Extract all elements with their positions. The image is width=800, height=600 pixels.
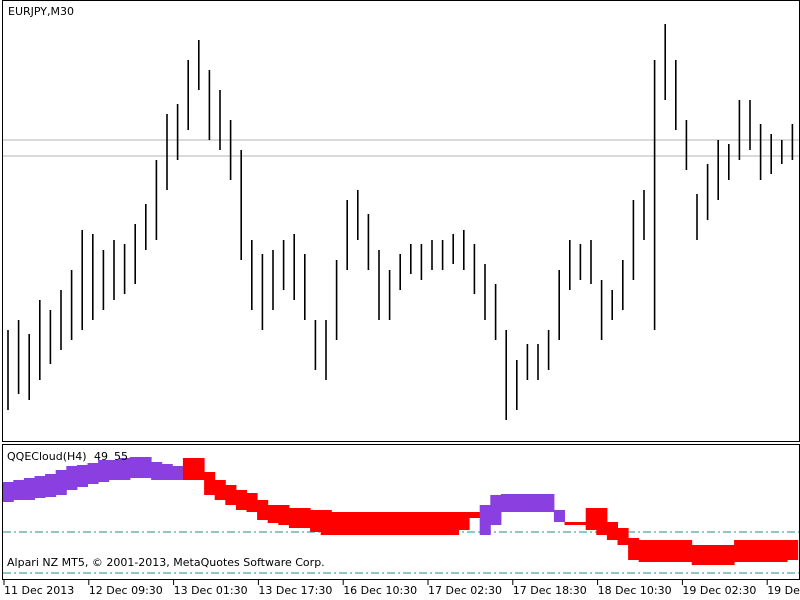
cloud-segment [352,512,364,535]
cloud-segment [755,540,767,562]
x-tick-label: 16 Dec 10:30 [343,584,417,597]
cloud-segment [373,512,385,535]
indicator-panel [3,457,799,574]
cloud-segment [267,505,279,523]
cloud-segment [437,512,449,535]
cloud-segment [776,540,788,562]
cloud-segment [235,490,247,510]
indicator-value: 49 [94,450,108,463]
indicator-title: QQECloud(H4) [7,450,87,463]
cloud-segment [744,540,756,562]
cloud-segment [193,458,205,480]
cloud-segment [257,500,269,520]
cloud-segment [405,512,417,535]
cloud-segment [681,540,693,562]
cloud-segment [585,508,597,530]
footer: Alpari NZ MT5, © 2001-2013, MetaQuotes S… [7,556,325,569]
cloud-segment [341,512,353,535]
cloud-segment [161,464,173,480]
cloud-segment [691,545,703,565]
cloud-segment [108,460,120,480]
cloud-segment [55,470,67,495]
cloud-segment [479,505,491,535]
cloud-segment [522,494,534,512]
cloud-segment [140,457,152,478]
cloud-segment [98,460,110,482]
cloud-segment [606,522,618,540]
cloud-segment [204,472,216,495]
cloud-segment [458,512,470,530]
cloud-segment [23,478,35,500]
price-panel [3,24,799,420]
cloud-segment [172,466,184,480]
cloud-segment [66,466,78,490]
cloud-segment [617,528,629,545]
x-tick-label: 17 Dec 18:30 [513,584,587,597]
cloud-segment [288,508,300,528]
x-tick-label: 13 Dec 17:30 [258,584,332,597]
cloud-segment [490,495,502,525]
cloud-segment [278,505,290,525]
cloud-segment [363,512,375,535]
cloud-segment [119,458,131,480]
cloud-segment [384,512,396,535]
cloud-segment [331,512,343,535]
cloud-segment [310,510,322,532]
cloud-segment [638,540,650,562]
x-tick-label: 11 Dec 2013 [4,584,74,597]
cloud-segment [564,522,576,525]
cloud-segment [511,494,523,512]
cloud-segment [447,512,459,535]
cloud-segment [712,545,724,565]
cloud-segment [214,480,226,500]
cloud-segment [596,508,608,535]
x-tick-label: 18 Dec 10:30 [598,584,672,597]
cloud-segment [787,540,799,560]
x-tick-label: 19 Dec [767,584,800,597]
cloud-segment [659,540,671,562]
cloud-segment [13,480,25,500]
cloud-segment [225,485,237,505]
cloud-segment [765,540,777,562]
x-tick-label: 19 Dec 02:30 [682,584,756,597]
cloud-segment [394,512,406,535]
cloud-segment [702,545,714,565]
cloud-segment [76,465,88,487]
cloud-segment [246,493,258,512]
cloud-segment [87,463,99,484]
cloud-segment [299,508,311,528]
cloud-segment [129,457,141,478]
cloud-segment [320,510,332,535]
cloud-segment [628,538,640,560]
cloud-segment [151,462,163,480]
cloud-segment [723,545,735,565]
cloud-segment [532,494,544,512]
cloud-segment [3,482,14,502]
cloud-segment [182,458,194,480]
cloud-segment [500,494,512,512]
cloud-segment [34,476,46,498]
cloud-segment [670,540,682,562]
cloud-segment [416,512,428,535]
x-tick-label: 13 Dec 01:30 [174,584,248,597]
cloud-segment [649,540,661,562]
chart-title: EURJPY,M30 [8,5,74,18]
cloud-segment [426,512,438,535]
cloud-segment [45,474,57,497]
cloud-segment [734,540,746,562]
x-tick-label: 17 Dec 02:30 [428,584,502,597]
indicator-value: 55 [114,450,128,463]
cloud-segment [575,522,587,525]
x-tick-label: 12 Dec 09:30 [89,584,163,597]
cloud-segment [543,494,555,512]
cloud-segment [469,512,481,518]
time-axis: 11 Dec 2013 12 Dec 09:30 13 Dec 01:30 13 De… [3,580,800,597]
cloud-segment [553,510,565,522]
